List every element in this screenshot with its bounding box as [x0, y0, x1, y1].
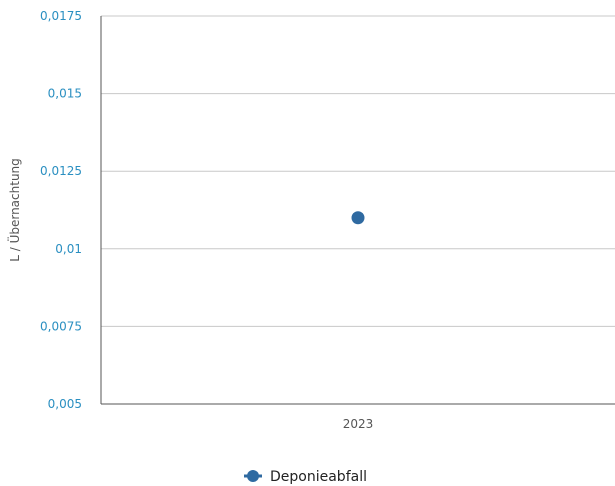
y-tick-label: 0,01: [55, 242, 82, 256]
y-tick-label: 0,015: [48, 87, 82, 101]
y-axis-title: L / Übernachtung: [6, 158, 22, 262]
data-points: [352, 211, 365, 224]
y-tick-label: 0,0075: [40, 319, 82, 333]
legend[interactable]: Deponieabfall: [244, 469, 367, 485]
y-tick-labels: 0,005 0,0075 0,01 0,0125 0,015 0,0175: [40, 9, 82, 411]
grid-lines: [101, 16, 615, 326]
y-tick-label: 0,0125: [40, 164, 82, 178]
x-category-labels: 2023: [343, 417, 374, 431]
y-tick-label: 0,0175: [40, 9, 82, 23]
legend-series-marker: [247, 470, 259, 482]
legend-series-label: Deponieabfall: [270, 469, 367, 485]
y-tick-label: 0,005: [48, 397, 82, 411]
data-point[interactable]: [352, 211, 365, 224]
x-category-label: 2023: [343, 417, 374, 431]
axes: [101, 16, 615, 404]
